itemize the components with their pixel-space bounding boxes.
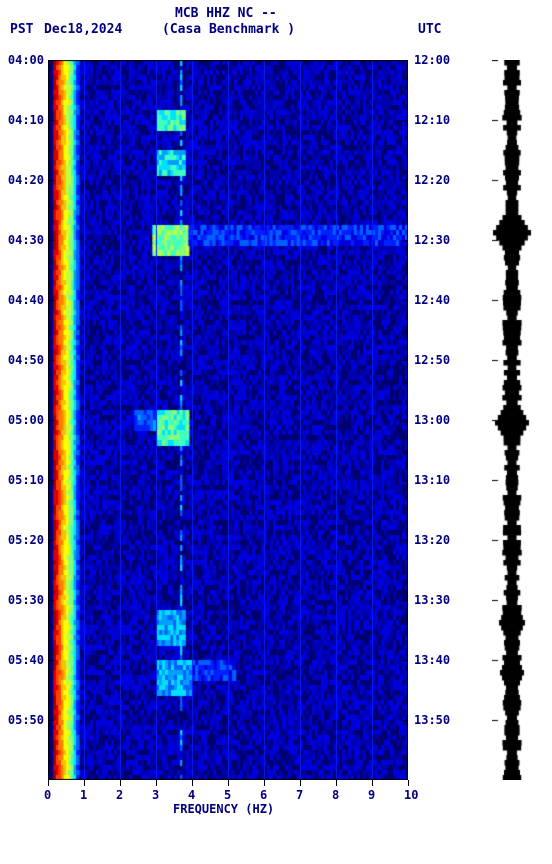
- freq-tick-label: 10: [404, 788, 418, 802]
- freq-tick-mark: [48, 780, 49, 786]
- right-time-tick: 13:50: [414, 713, 450, 727]
- freq-tick-label: 2: [116, 788, 123, 802]
- left-time-tick: 05:00: [8, 413, 44, 427]
- left-time-tick: 04:10: [8, 113, 44, 127]
- freq-tick-mark: [408, 780, 409, 786]
- left-time-tick: 04:50: [8, 353, 44, 367]
- right-time-tick: 12:20: [414, 173, 450, 187]
- freq-tick-label: 5: [224, 788, 231, 802]
- spectrogram-plot: [48, 60, 408, 780]
- left-time-tick: 05:40: [8, 653, 44, 667]
- freq-tick-mark: [336, 780, 337, 786]
- left-time-tick: 05:30: [8, 593, 44, 607]
- freq-tick-mark: [300, 780, 301, 786]
- right-time-tick: 13:10: [414, 473, 450, 487]
- freq-tick-label: 0: [44, 788, 51, 802]
- freq-tick-mark: [372, 780, 373, 786]
- station-label: MCB HHZ NC --: [175, 6, 277, 21]
- freq-tick-mark: [192, 780, 193, 786]
- left-time-tick: 05:20: [8, 533, 44, 547]
- right-time-tick: 12:00: [414, 53, 450, 67]
- right-time-tick: 12:30: [414, 233, 450, 247]
- left-time-tick: 04:40: [8, 293, 44, 307]
- station-name-label: (Casa Benchmark ): [162, 22, 295, 37]
- left-time-tick: 04:00: [8, 53, 44, 67]
- freq-tick-label: 8: [332, 788, 339, 802]
- waveform-plot: [492, 60, 532, 780]
- freq-tick-label: 6: [260, 788, 267, 802]
- freq-tick-label: 7: [296, 788, 303, 802]
- right-time-tick: 13:30: [414, 593, 450, 607]
- left-tz-label: PST: [10, 22, 33, 37]
- date-label: Dec18,2024: [44, 22, 122, 37]
- freq-tick-label: 1: [80, 788, 87, 802]
- left-time-tick: 04:20: [8, 173, 44, 187]
- right-time-tick: 12:10: [414, 113, 450, 127]
- right-time-tick: 13:40: [414, 653, 450, 667]
- freq-tick-label: 4: [188, 788, 195, 802]
- left-time-tick: 05:50: [8, 713, 44, 727]
- right-time-tick: 13:00: [414, 413, 450, 427]
- frequency-axis-label: FREQUENCY (HZ): [173, 802, 274, 816]
- left-time-tick: 05:10: [8, 473, 44, 487]
- freq-tick-mark: [228, 780, 229, 786]
- freq-tick-label: 3: [152, 788, 159, 802]
- right-time-tick: 13:20: [414, 533, 450, 547]
- freq-tick-mark: [264, 780, 265, 786]
- freq-tick-label: 9: [368, 788, 375, 802]
- right-time-tick: 12:40: [414, 293, 450, 307]
- right-tz-label: UTC: [418, 22, 441, 37]
- right-time-tick: 12:50: [414, 353, 450, 367]
- freq-tick-mark: [84, 780, 85, 786]
- freq-tick-mark: [156, 780, 157, 786]
- left-time-tick: 04:30: [8, 233, 44, 247]
- freq-tick-mark: [120, 780, 121, 786]
